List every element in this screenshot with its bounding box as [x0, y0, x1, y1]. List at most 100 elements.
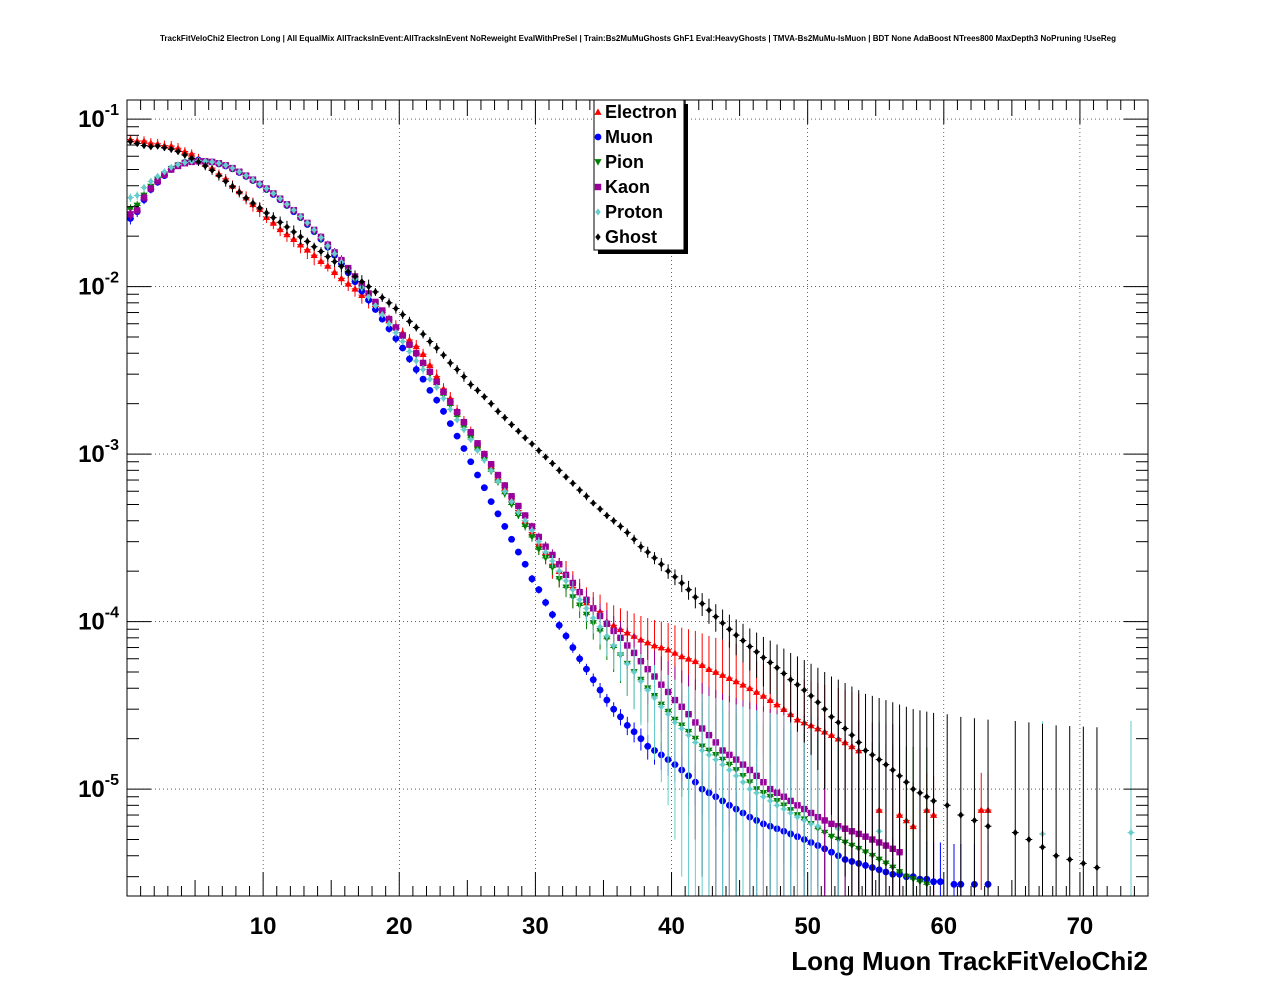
data-point	[917, 789, 923, 797]
data-point	[447, 359, 454, 367]
data-point	[413, 357, 419, 365]
data-point	[460, 445, 468, 452]
data-point	[760, 653, 767, 662]
data-point	[147, 139, 155, 146]
data-point	[726, 766, 733, 774]
data-point	[651, 554, 658, 562]
data-point	[202, 162, 208, 170]
data-point	[903, 778, 910, 786]
data-point	[522, 434, 528, 442]
data-point	[399, 337, 406, 346]
data-point	[746, 684, 754, 692]
data-point	[713, 755, 719, 764]
data-point	[821, 817, 828, 824]
data-point	[718, 671, 727, 678]
data-point	[195, 158, 202, 166]
data-point	[1012, 828, 1018, 837]
data-point	[794, 813, 801, 821]
legend-box	[593, 99, 685, 251]
data-point	[502, 414, 508, 422]
data-point	[821, 705, 828, 713]
data-point	[386, 320, 392, 328]
data-point	[684, 655, 693, 662]
data-point	[514, 548, 522, 556]
y-tick-label: 10-4	[78, 605, 119, 636]
data-point	[372, 306, 379, 313]
data-point	[502, 487, 508, 495]
data-point	[216, 171, 222, 180]
legend-marker-electron	[594, 108, 602, 115]
data-point	[672, 573, 678, 581]
data-point	[536, 538, 542, 546]
data-point	[719, 761, 726, 769]
data-point	[876, 755, 882, 764]
data-point	[181, 147, 189, 155]
data-point	[828, 713, 835, 721]
data-point	[766, 696, 774, 703]
data-point	[460, 419, 468, 426]
data-point	[494, 471, 502, 479]
series-ghost	[127, 137, 1101, 896]
data-point	[739, 681, 747, 688]
data-point	[141, 183, 147, 192]
data-point	[698, 661, 706, 668]
data-point	[753, 648, 760, 656]
data-point	[801, 816, 807, 825]
data-point	[216, 159, 222, 167]
data-point	[522, 517, 528, 525]
data-point	[664, 646, 672, 653]
data-point	[454, 365, 460, 374]
data-point	[468, 380, 474, 389]
data-point	[406, 355, 413, 363]
data-point	[549, 611, 556, 619]
series-pion	[126, 158, 931, 896]
data-point	[977, 806, 985, 813]
data-point	[910, 785, 916, 793]
data-point	[474, 440, 481, 447]
data-point	[549, 459, 556, 467]
x-tick-label: 40	[658, 913, 685, 940]
data-point	[453, 432, 461, 440]
y-tick-label: 10-1	[78, 102, 119, 133]
data-point	[317, 257, 325, 264]
data-point	[399, 311, 406, 319]
data-point	[815, 698, 821, 706]
data-point	[733, 631, 739, 639]
data-point	[467, 458, 475, 466]
data-point	[590, 499, 596, 507]
data-point	[182, 151, 188, 159]
data-point	[426, 368, 434, 375]
data-point	[529, 526, 535, 535]
data-point	[481, 450, 488, 458]
data-point	[331, 257, 338, 266]
data-point	[685, 586, 692, 594]
data-point	[284, 200, 290, 208]
data-point	[685, 731, 692, 739]
data-point	[250, 199, 256, 207]
data-point	[603, 696, 611, 704]
data-point	[767, 797, 773, 805]
data-point	[1128, 828, 1134, 837]
data-point	[351, 285, 359, 292]
data-point	[637, 636, 645, 643]
data-point	[515, 427, 522, 435]
data-point	[521, 560, 529, 568]
data-point	[440, 407, 447, 415]
data-point	[426, 387, 434, 394]
data-point	[706, 751, 712, 759]
data-point	[542, 599, 550, 606]
data-point	[759, 692, 768, 699]
data-point	[548, 564, 557, 572]
data-point	[924, 793, 930, 801]
data-point	[767, 658, 773, 667]
data-point	[331, 268, 339, 276]
data-point	[291, 206, 297, 214]
data-point	[617, 650, 624, 658]
data-point	[658, 560, 665, 568]
data-point	[310, 251, 318, 259]
data-point	[576, 486, 583, 494]
legend-label-kaon: Kaon	[605, 177, 650, 197]
data-point	[270, 189, 277, 198]
y-tick-label: 10-3	[78, 437, 119, 468]
data-point	[419, 375, 427, 383]
